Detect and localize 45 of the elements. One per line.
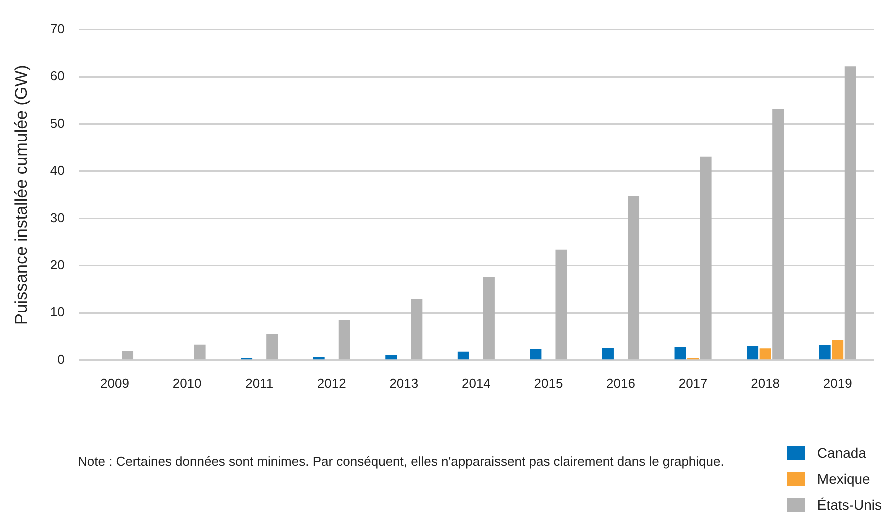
bar — [266, 334, 278, 360]
legend-label: États-Unis — [817, 497, 882, 513]
bar — [530, 349, 542, 360]
x-tick-label: 2013 — [390, 376, 419, 391]
bar — [700, 156, 712, 360]
y-tick-label: 30 — [50, 210, 65, 226]
legend-label: Canada — [817, 445, 866, 461]
y-tick-label: 70 — [50, 21, 65, 36]
x-tick-label: 2018 — [751, 376, 780, 391]
x-tick-label: 2011 — [246, 376, 274, 391]
x-tick-label: 2010 — [172, 376, 202, 391]
x-tick-label: 2017 — [678, 376, 708, 391]
y-tick-label: 10 — [50, 304, 65, 320]
x-tick-label: 2014 — [462, 376, 491, 391]
y-tick-label: 20 — [50, 258, 65, 273]
bar — [194, 344, 206, 360]
bar — [674, 347, 686, 360]
x-tick-label: 2015 — [534, 376, 564, 391]
legend-label: Mexique — [817, 471, 870, 487]
y-tick-label: 0 — [58, 352, 65, 367]
bar — [747, 346, 759, 360]
bar — [760, 348, 772, 360]
x-tick-label: 2012 — [317, 376, 346, 391]
x-tick-label: 2016 — [606, 376, 636, 391]
bar — [602, 348, 614, 360]
bar — [844, 66, 856, 360]
bar — [832, 340, 844, 360]
bar — [122, 350, 134, 360]
bar — [386, 355, 398, 360]
bar — [338, 320, 350, 360]
y-tick-label: 60 — [50, 68, 65, 84]
bar — [458, 352, 470, 360]
bar — [819, 345, 831, 360]
x-tick-label: 2009 — [100, 376, 130, 391]
bar — [772, 109, 784, 360]
bar — [483, 277, 495, 360]
y-axis-title: Puissance installée cumulée (GW) — [12, 65, 31, 326]
x-tick-label: 2019 — [823, 376, 852, 391]
bar — [556, 250, 568, 360]
bar — [313, 357, 325, 360]
y-tick-label: 40 — [50, 163, 65, 178]
text: Note : Certaines données sont minimes. Par conséquent, elles n'apparaissent pas clairement dans le graphique. — [78, 454, 724, 469]
bar — [411, 299, 423, 360]
y-tick-label: 50 — [50, 116, 65, 131]
bar — [628, 196, 640, 360]
